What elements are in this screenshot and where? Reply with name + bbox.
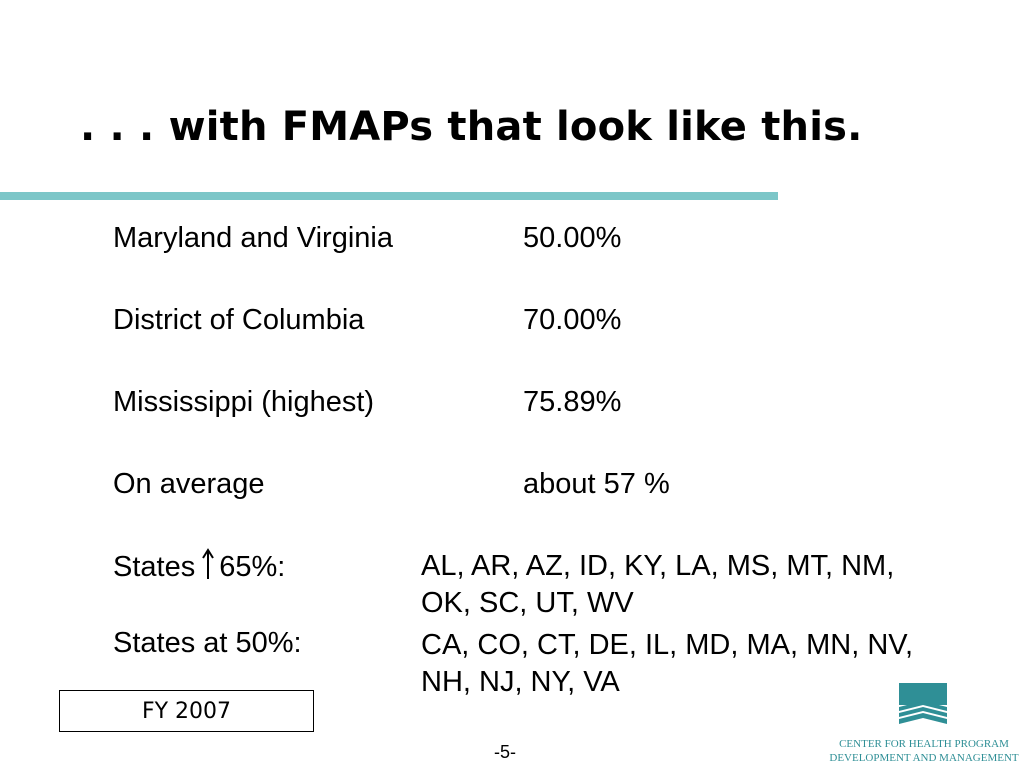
states-above-suffix: 65%:: [219, 551, 286, 583]
fiscal-year-box: FY 2007: [59, 690, 314, 732]
title-divider: [0, 192, 778, 200]
logo-line1: CENTER FOR HEALTH PROGRAM: [839, 738, 1009, 750]
states-at-line: CA, CO, CT, DE, IL, MD, MA, MN, NV,: [421, 629, 913, 661]
building-icon: [899, 683, 947, 724]
slide-title: . . . with FMAPs that look like this.: [80, 104, 863, 150]
up-arrow-icon: [202, 548, 215, 579]
states-at-list: CA, CO, CT, DE, IL, MD, MA, MN, NV, NH, …: [421, 627, 913, 701]
states-above-line: OK, SC, UT, WV: [421, 587, 634, 619]
row-label: On average: [113, 468, 265, 500]
logo-line2: DEVELOPMENT AND MANAGEMENT: [829, 752, 1019, 764]
states-above-label: States 65%:: [113, 548, 285, 584]
row-value: 75.89%: [523, 386, 622, 418]
states-above-prefix: States: [113, 551, 196, 583]
row-label: Mississippi (highest): [113, 386, 375, 418]
states-above-list: AL, AR, AZ, ID, KY, LA, MS, MT, NM, OK, …: [421, 548, 894, 622]
center-logo: CENTER FOR HEALTH PROGRAM DEVELOPMENT AN…: [829, 683, 1019, 764]
row-value: about 57 %: [523, 468, 670, 500]
states-at-line: NH, NJ, NY, VA: [421, 666, 620, 698]
states-at-label: States at 50%:: [113, 627, 302, 659]
states-above-line: AL, AR, AZ, ID, KY, LA, MS, MT, NM,: [421, 550, 895, 582]
row-value: 50.00%: [523, 222, 622, 254]
row-label: District of Columbia: [113, 304, 365, 336]
page-number: -5-: [494, 742, 516, 762]
row-value: 70.00%: [523, 304, 622, 336]
row-label: Maryland and Virginia: [113, 222, 393, 254]
